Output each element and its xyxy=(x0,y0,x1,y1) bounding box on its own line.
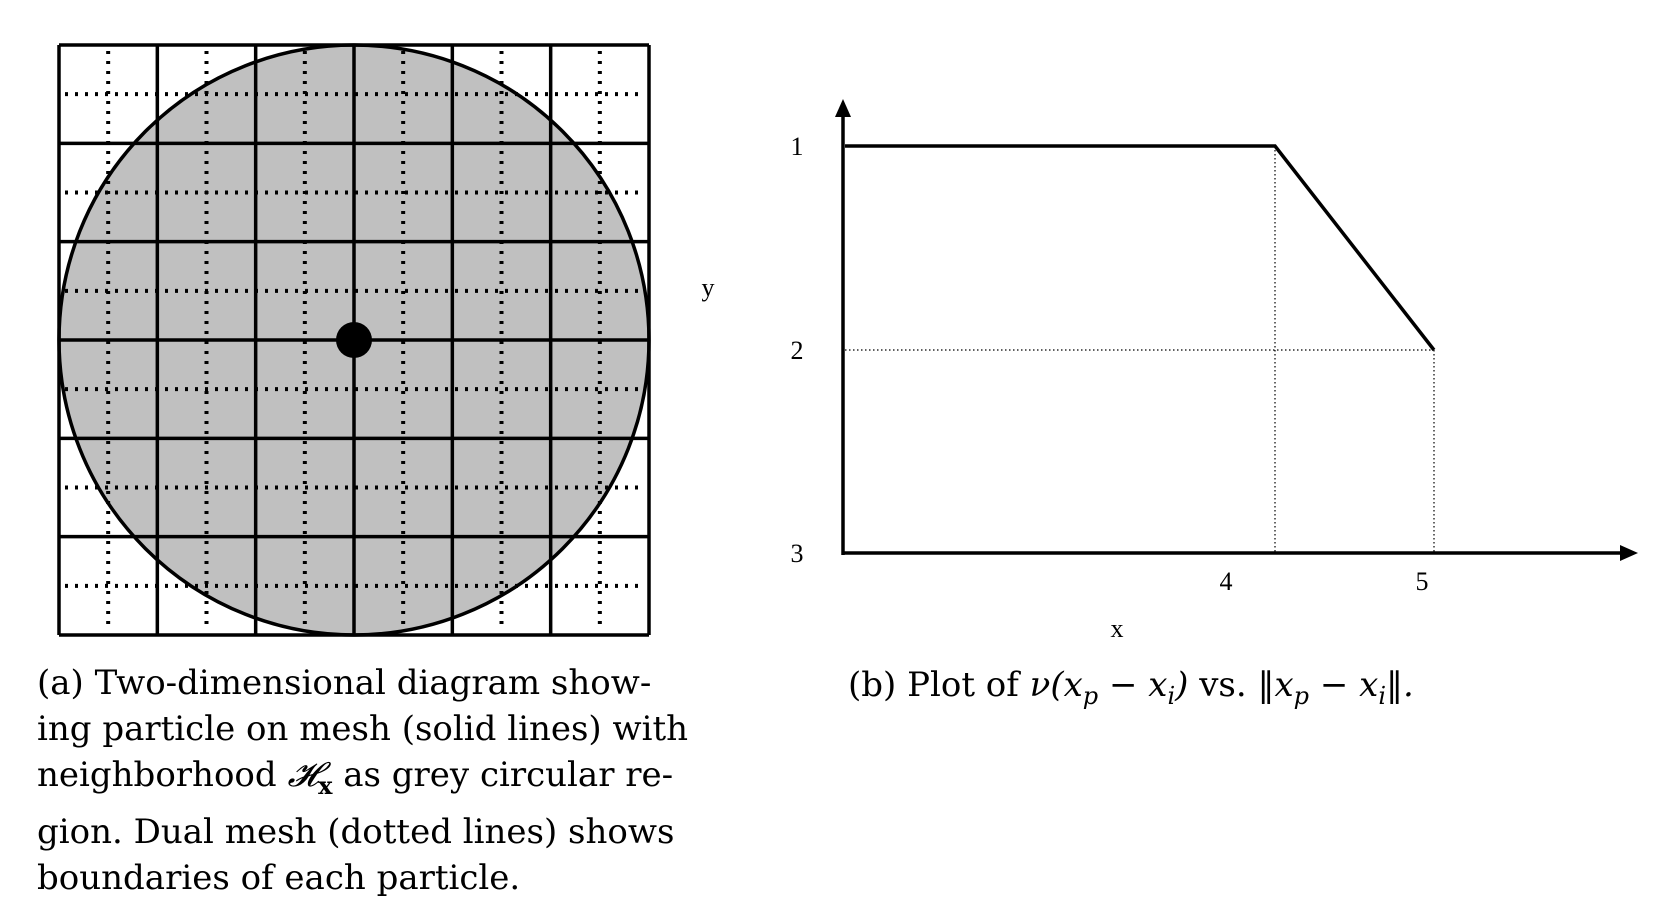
dual-mesh-dotted-lines xyxy=(65,51,643,629)
caption-b-function: ν(xp − xi) xyxy=(1029,665,1189,710)
caption-a: (a) Two-dimensional diagram show- ing pa… xyxy=(37,660,689,901)
caption-b-text: Plot of xyxy=(907,665,1019,705)
x-tick-label: 4 xyxy=(1220,567,1233,596)
panel-b-plot: 1 2 3 4 5 x y xyxy=(702,99,1638,643)
caption-b-vs: vs. xyxy=(1199,665,1247,705)
neighborhood-boundary xyxy=(57,43,651,637)
y-tick-label: 3 xyxy=(791,539,804,568)
panel-a-mesh-diagram xyxy=(57,43,651,637)
x-axis-arrowhead xyxy=(1620,545,1638,561)
caption-b-tag: (b) xyxy=(848,665,897,705)
caption-a-line-5: boundaries of each particle. xyxy=(37,857,521,898)
caption-b: (b) Plot of ν(xp − xi) vs. ‖xp − xi‖. xyxy=(848,662,1414,719)
neighborhood-symbol: 𝓗x xyxy=(287,755,333,800)
tick-labels: 1 2 3 4 5 xyxy=(791,132,1429,596)
y-tick-label: 1 xyxy=(791,132,804,161)
caption-a-line-1: Two-dimensional diagram show- xyxy=(94,663,652,703)
y-axis-arrowhead xyxy=(835,99,851,117)
y-tick-label: 2 xyxy=(791,336,804,365)
series-line xyxy=(845,144,1436,352)
particle-dot xyxy=(336,322,372,358)
caption-a-line-2: ing particle on mesh (solid lines) with xyxy=(37,709,689,749)
caption-a-line-4: gion. Dual mesh (dotted lines) shows xyxy=(37,811,675,852)
caption-b-norm: ‖xp − xi‖. xyxy=(1257,665,1414,710)
dotted-guide-lines xyxy=(845,146,1435,553)
y-axis-label: y xyxy=(702,273,715,302)
caption-a-tag: (a) xyxy=(37,663,84,703)
x-axis-label: x xyxy=(1111,614,1124,643)
caption-a-line-3b: as grey circular re- xyxy=(343,755,674,795)
caption-a-line-3: neighborhood xyxy=(37,755,277,795)
x-tick-label: 5 xyxy=(1416,567,1429,596)
